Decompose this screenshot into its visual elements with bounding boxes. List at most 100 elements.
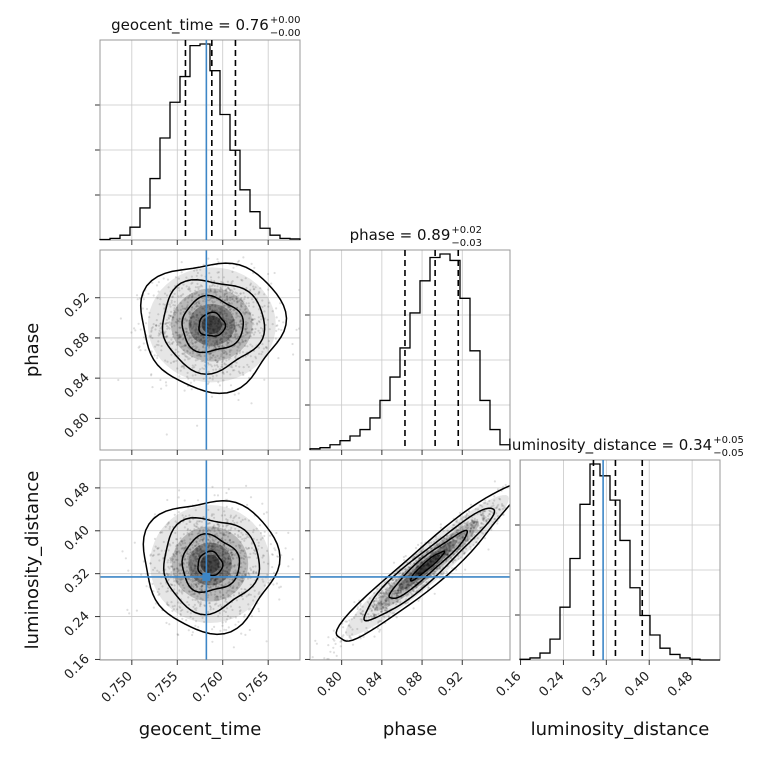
scatter-point bbox=[182, 546, 185, 550]
scatter-point bbox=[214, 533, 217, 536]
scatter-point bbox=[189, 529, 192, 532]
scatter-point bbox=[170, 557, 173, 560]
scatter-point bbox=[196, 323, 199, 326]
scatter-point bbox=[253, 318, 256, 321]
scatter-point bbox=[250, 402, 253, 405]
scatter-point bbox=[225, 563, 228, 566]
scatter-point bbox=[267, 581, 270, 584]
panel-title-luminosity_distance: luminosity_distance = 0.34 bbox=[508, 436, 712, 455]
scatter-point bbox=[187, 563, 190, 566]
scatter-point bbox=[426, 562, 429, 565]
scatter-point bbox=[182, 577, 185, 580]
scatter-point bbox=[239, 342, 242, 346]
scatter-point bbox=[226, 298, 229, 301]
y-tick-label: 0.92 bbox=[62, 290, 93, 321]
scatter-point bbox=[215, 364, 219, 367]
scatter-point bbox=[399, 582, 402, 586]
scatter-point bbox=[262, 554, 265, 557]
scatter-point bbox=[186, 349, 189, 352]
scatter-point bbox=[252, 305, 255, 308]
scatter-point bbox=[266, 549, 269, 553]
scatter-point bbox=[196, 346, 199, 349]
scatter-point bbox=[417, 573, 420, 576]
scatter-point bbox=[502, 485, 505, 488]
scatter-point bbox=[378, 596, 381, 599]
scatter-point bbox=[200, 589, 203, 592]
scatter-point bbox=[227, 341, 231, 344]
scatter-point bbox=[190, 275, 193, 278]
scatter-point bbox=[217, 551, 220, 554]
scatter-point bbox=[268, 328, 271, 331]
scatter-point bbox=[402, 579, 405, 582]
scatter-point bbox=[516, 486, 518, 488]
scatter-point bbox=[187, 629, 190, 632]
scatter-point bbox=[209, 540, 212, 543]
scatter-point bbox=[406, 588, 409, 591]
scatter-point bbox=[260, 334, 263, 337]
scatter-point bbox=[219, 355, 223, 358]
scatter-point bbox=[235, 316, 238, 319]
scatter-point bbox=[194, 330, 197, 333]
scatter-point bbox=[384, 590, 388, 594]
scatter-point bbox=[252, 552, 255, 555]
scatter-point bbox=[246, 311, 249, 314]
histogram-step bbox=[99, 43, 301, 241]
scatter-point bbox=[181, 592, 184, 595]
scatter-point bbox=[177, 496, 180, 499]
scatter-panel-geocent_time-phase bbox=[95, 249, 301, 455]
scatter-point bbox=[189, 560, 192, 563]
scatter-point bbox=[178, 335, 181, 339]
scatter-point bbox=[206, 528, 209, 531]
scatter-point bbox=[381, 596, 385, 599]
scatter-point bbox=[455, 550, 458, 553]
scatter-point bbox=[405, 567, 408, 570]
scatter-point bbox=[337, 662, 339, 664]
scatter-point bbox=[234, 332, 237, 335]
scatter-point bbox=[217, 381, 220, 384]
scatter-point bbox=[466, 537, 469, 540]
scatter-point bbox=[208, 544, 211, 548]
scatter-point bbox=[203, 561, 206, 564]
scatter-point bbox=[427, 586, 430, 589]
scatter-point bbox=[210, 561, 213, 565]
scatter-point bbox=[222, 548, 225, 551]
scatter-point bbox=[187, 555, 190, 558]
scatter-point bbox=[175, 544, 178, 547]
scatter-point bbox=[195, 620, 198, 623]
scatter-point bbox=[194, 345, 197, 348]
scatter-point bbox=[391, 592, 395, 595]
scatter-point bbox=[199, 334, 202, 338]
scatter-point bbox=[401, 573, 404, 576]
scatter-point bbox=[240, 297, 243, 300]
scatter-point bbox=[445, 547, 448, 551]
scatter-point bbox=[414, 567, 417, 570]
scatter-point bbox=[199, 603, 202, 606]
scatter-point bbox=[170, 310, 173, 313]
scatter-point bbox=[244, 333, 247, 336]
scatter-point bbox=[180, 345, 183, 348]
scatter-point bbox=[182, 590, 185, 593]
scatter-point bbox=[193, 336, 196, 339]
scatter-point bbox=[233, 515, 236, 519]
hist-panel-luminosity_distance: luminosity_distance = 0.34 +0.05−0.05 bbox=[508, 435, 744, 665]
scatter-point bbox=[399, 583, 402, 586]
scatter-point bbox=[223, 534, 226, 537]
scatter-point bbox=[244, 307, 247, 310]
scatter-point bbox=[198, 302, 201, 305]
scatter-point bbox=[154, 602, 157, 605]
scatter-point bbox=[467, 510, 471, 513]
scatter-point bbox=[473, 525, 476, 528]
scatter-point bbox=[209, 352, 213, 355]
scatter-point bbox=[200, 360, 203, 363]
scatter-point bbox=[195, 547, 198, 551]
scatter-point bbox=[186, 610, 189, 614]
scatter-point bbox=[224, 577, 227, 580]
scatter-point bbox=[165, 335, 168, 338]
scatter-point bbox=[189, 538, 192, 541]
scatter-point bbox=[215, 595, 218, 598]
scatter-point bbox=[457, 548, 460, 551]
scatter-point bbox=[170, 299, 173, 302]
scatter-point bbox=[252, 565, 255, 568]
scatter-point bbox=[213, 543, 216, 547]
scatter-point bbox=[166, 523, 169, 526]
